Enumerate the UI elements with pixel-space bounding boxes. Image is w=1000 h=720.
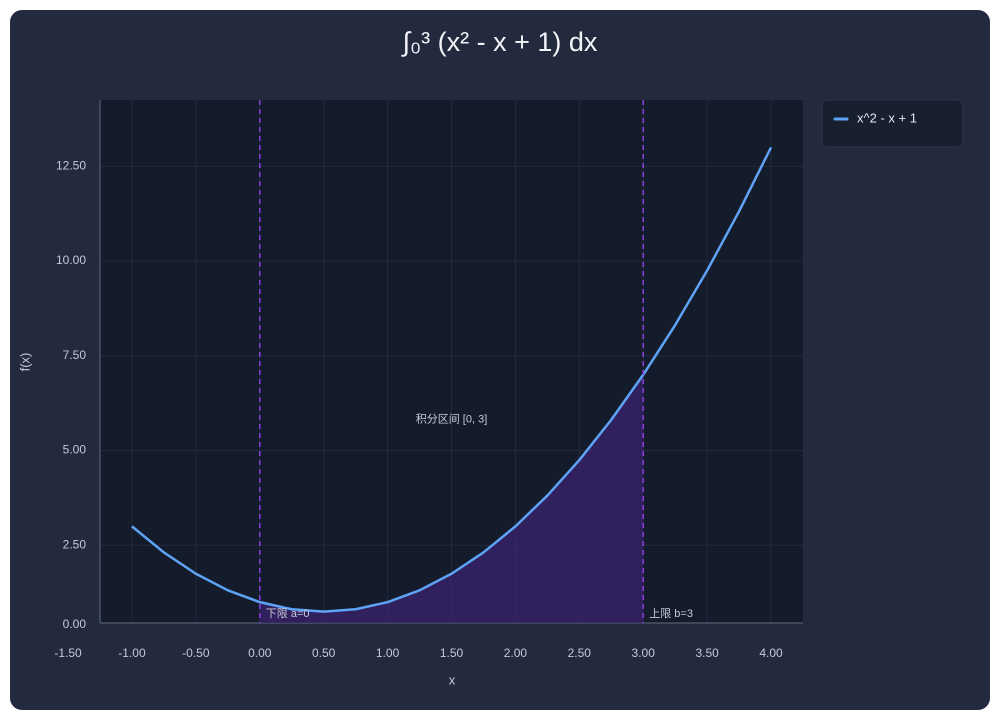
y-tick-label: 7.50 <box>63 348 87 362</box>
y-tick-label: 0.00 <box>63 617 87 631</box>
x-tick-label: 0.00 <box>248 646 272 660</box>
x-axis-label: x <box>449 672 456 687</box>
x-tick-label: 0.50 <box>312 646 336 660</box>
x-tick-label: -0.50 <box>182 646 210 660</box>
legend-label: x^2 - x + 1 <box>857 110 917 125</box>
y-tick-label: 10.00 <box>56 253 86 267</box>
legend <box>821 99 964 148</box>
x-tick-label: 2.50 <box>568 646 592 660</box>
labels: -1.50 -1.00 -0.50 0.00 0.50 1.00 1.50 2.00 2.50 3… <box>54 110 917 660</box>
bound-label: 上限 b=3 <box>649 607 693 620</box>
bound-label: 下限 a=0 <box>266 607 310 620</box>
marks <box>131 100 773 623</box>
chart-title: ∫₀³ (x² - x + 1) dx <box>401 27 598 57</box>
x-tick-label: 4.00 <box>759 646 783 660</box>
x-tick-label: -1.00 <box>118 646 146 660</box>
y-tick-label: 5.00 <box>63 443 87 457</box>
x-tick-label: -1.50 <box>54 646 82 660</box>
y-tick-label: 2.50 <box>63 537 87 551</box>
line-series <box>131 146 773 613</box>
y-tick-label: 12.50 <box>56 158 86 172</box>
x-tick-label: 1.50 <box>440 646 464 660</box>
y-axis-label: f(x) <box>17 353 32 372</box>
integral-area <box>259 374 644 623</box>
x-tick-label: 2.00 <box>504 646 528 660</box>
annotation: 积分区间 [0, 3] <box>416 412 488 425</box>
x-tick-label: 1.00 <box>376 646 400 660</box>
x-tick-label: 3.00 <box>632 646 656 660</box>
x-tick-label: 3.50 <box>695 646 719 660</box>
